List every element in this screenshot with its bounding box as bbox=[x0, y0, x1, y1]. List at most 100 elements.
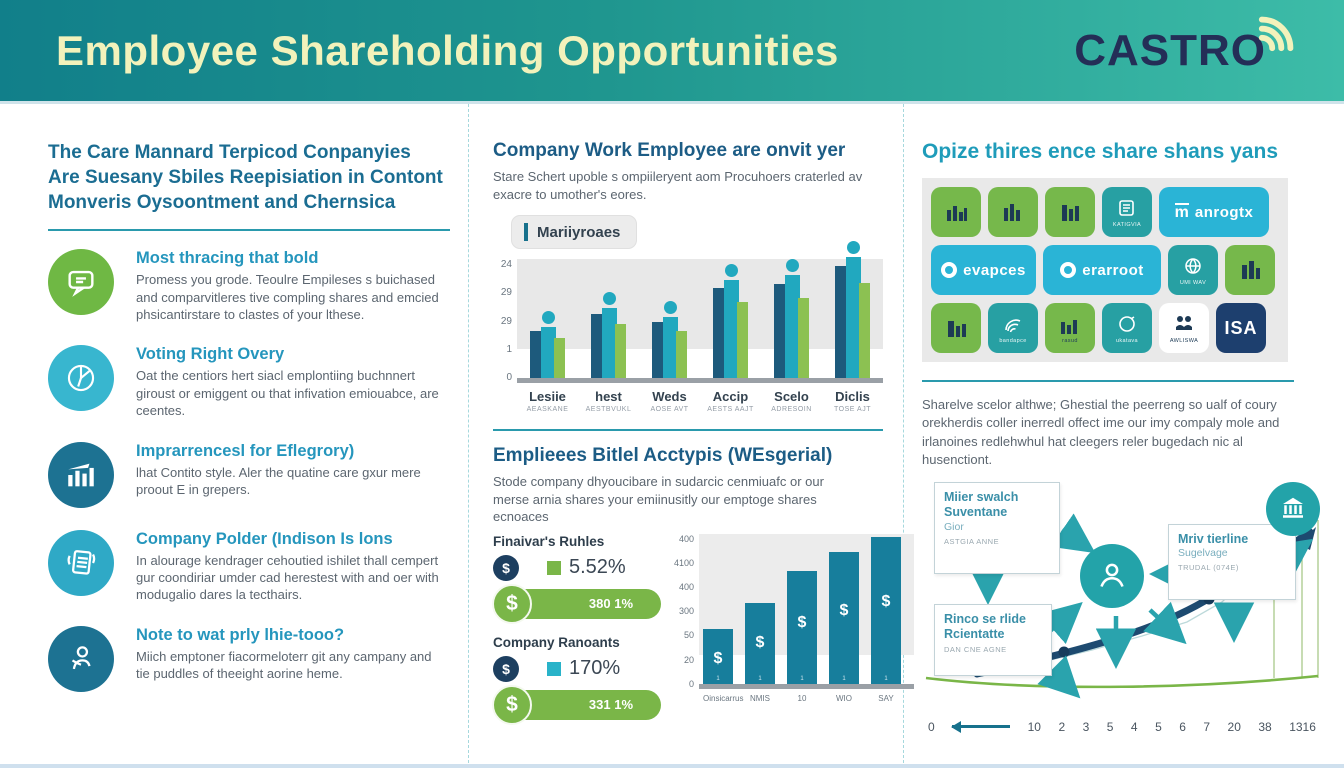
item-body: Oat the centiors hert siacl emplontiing … bbox=[136, 368, 439, 419]
y-axis-ticks: 400 4100 400 300 50 20 0 bbox=[673, 533, 694, 689]
company-logo-tile: AWLISWA bbox=[1159, 303, 1209, 353]
divider bbox=[922, 380, 1294, 382]
item-title: Most thracing that bold bbox=[136, 249, 319, 268]
person-circle-icon bbox=[1080, 543, 1144, 608]
logo-grid: KATIGVIA m anrogtx evapces erarroot bbox=[922, 178, 1288, 362]
logo-label: evapces bbox=[963, 261, 1026, 279]
logo-label: UMI WAV bbox=[1179, 279, 1207, 286]
logo-label: ISA bbox=[1224, 317, 1258, 338]
right-heading: Opize thires ence share shans yans bbox=[922, 140, 1278, 163]
person-bar bbox=[528, 259, 568, 379]
company-logo-tile bbox=[931, 187, 981, 237]
pill-value: 331 1% bbox=[588, 697, 633, 713]
dollar-icon: $ bbox=[492, 583, 532, 624]
company-logo-tile bbox=[988, 187, 1038, 237]
item-title: Company Polder (Indison Is lons bbox=[136, 529, 393, 548]
shares-bar-chart: 400 4100 400 300 50 20 0 $1 $1 $1 $1 bbox=[671, 533, 914, 736]
ring-icon bbox=[1060, 262, 1077, 278]
left-arrow-icon bbox=[951, 720, 1011, 733]
logo-label: AWLISWA bbox=[1169, 337, 1199, 344]
header: Employee Shareholding Opportunities CAST… bbox=[0, 0, 1344, 104]
brand-name: CASTRO bbox=[1074, 25, 1266, 75]
person-bar bbox=[772, 259, 812, 379]
charts-column: Company Work Employee are onvit yer Star… bbox=[468, 104, 914, 768]
list-item: Most thracing that bold Promess you grod… bbox=[48, 249, 446, 323]
progress-pill: $ 380 1% bbox=[492, 583, 661, 624]
dollar-bar: $1 bbox=[787, 571, 817, 684]
benefits-column: The Care Mannard Terpicod Conpanyies Are… bbox=[0, 104, 468, 768]
dollar-bar: $1 bbox=[871, 537, 901, 684]
item-title: Voting Right Overy bbox=[136, 345, 285, 364]
legend-marker bbox=[524, 223, 528, 242]
shareholder-paragraph: Sharelve scelor althwe; Ghestial the pee… bbox=[922, 397, 1280, 468]
bar-plot: $1 $1 $1 $1 $1 bbox=[699, 533, 914, 689]
company-logo-tile: ukatava bbox=[1102, 303, 1152, 353]
item-body: Miich emptoner fiacormeloterr git any ca… bbox=[136, 648, 432, 682]
dollar-bar: $1 bbox=[829, 552, 859, 684]
company-logo-tile: ISA bbox=[1216, 303, 1266, 353]
legend-square-teal bbox=[547, 661, 561, 676]
callout-box: Rinco se rlide Rcientatte DAN CNE AGNE bbox=[934, 603, 1052, 676]
stat-label: Finaivar's Ruhles bbox=[493, 533, 605, 549]
person-bar bbox=[650, 259, 690, 379]
dollar-bar: $1 bbox=[703, 629, 733, 684]
list-item: Imprarrencesl for Eflegrory) lhat Contit… bbox=[48, 441, 446, 508]
section1-subtitle: Stare Schert upoble s ompiileryent aom P… bbox=[493, 169, 863, 202]
page-title: Employee Shareholding Opportunities bbox=[56, 26, 839, 74]
growth-diagram: Miier swalch Suventane Gior ASTGIA ANNE … bbox=[922, 480, 1320, 734]
divider bbox=[493, 429, 883, 432]
section1-title: Company Work Employee are onvit yer bbox=[493, 140, 846, 161]
item-title: Note to wat prly lhie-tooo? bbox=[136, 625, 345, 644]
brand-logo: CASTRO bbox=[1074, 16, 1300, 76]
item-body: Promess you grode. Teoulre Empileses s b… bbox=[136, 272, 439, 323]
ring-icon bbox=[941, 262, 958, 278]
bar-chart-icon bbox=[48, 441, 114, 508]
list-item: Note to wat prly lhie-tooo? Miich empton… bbox=[48, 625, 446, 692]
company-logo-tile: rasud bbox=[1045, 303, 1095, 353]
company-logo-tile bbox=[1045, 187, 1095, 237]
person-bar bbox=[589, 259, 629, 379]
progress-pill: $ 331 1% bbox=[492, 684, 661, 725]
stats-block: Finaivar's Ruhles $ 5.52% $ 380 1% Compa… bbox=[492, 533, 661, 736]
company-logo-tile: UMI WAV bbox=[1168, 245, 1218, 295]
divider bbox=[48, 229, 450, 232]
legend-label: Mariiyroaes bbox=[537, 223, 621, 241]
partners-column: Opize thires ence share shans yans KATIG… bbox=[904, 104, 1344, 768]
dollar-icon: $ bbox=[493, 655, 519, 682]
logo-label: rasud bbox=[1062, 337, 1078, 344]
item-body: In alourage kendrager cehoutied ishilet … bbox=[136, 552, 439, 603]
callout-box: Mriv tierline Sugelvage TRUDAL (074E) bbox=[1168, 523, 1296, 600]
employee-owner-bar-chart: 24 29 29 1 0 Lesiie bbox=[493, 240, 883, 414]
person-writing-icon bbox=[48, 625, 114, 692]
list-item: Company Polder (Indison Is lons In alour… bbox=[48, 529, 446, 604]
content: The Care Mannard Terpicod Conpanyies Are… bbox=[0, 104, 1344, 768]
company-logo-tile bbox=[931, 303, 981, 353]
logo-label: anrogtx bbox=[1194, 203, 1254, 221]
person-bar bbox=[711, 259, 751, 379]
person-bar bbox=[833, 240, 873, 379]
m-logo-icon: m bbox=[1174, 203, 1189, 221]
company-logo-tile: erarroot bbox=[1043, 245, 1161, 295]
stat-label: Company Ranoants bbox=[493, 634, 620, 650]
bottom-strip bbox=[0, 764, 1344, 768]
dollar-icon: $ bbox=[492, 684, 532, 725]
list-item: Voting Right Overy Oat the centiors hert… bbox=[48, 345, 446, 419]
diagram-x-axis: 0 10 2 3 5 4 5 6 7 20 38 1316 bbox=[928, 719, 1316, 734]
stat-value: 170% bbox=[569, 657, 621, 680]
x-axis-labels: Lesiie AEASKANE hest AESTBVUKL Weds AOSE AV… bbox=[526, 389, 871, 414]
item-body: lhat Contito style. Aler the quatine car… bbox=[136, 464, 421, 498]
signal-arcs-icon bbox=[1258, 16, 1294, 51]
company-logo-tile: evapces bbox=[931, 245, 1036, 295]
company-logo-tile: m anrogtx bbox=[1159, 187, 1269, 237]
voting-pie-icon bbox=[48, 345, 114, 412]
section2-subtitle: Stode company dhyoucibare in sudarcic ce… bbox=[493, 474, 824, 525]
speech-bubble-icon bbox=[48, 249, 114, 316]
pill-value: 380 1% bbox=[588, 596, 633, 612]
company-logo-tile: KATIGVIA bbox=[1102, 187, 1152, 237]
y-axis-ticks: 24 29 29 1 0 bbox=[500, 259, 512, 384]
bank-circle-icon bbox=[1266, 481, 1320, 536]
company-logo-tile bbox=[1225, 245, 1275, 295]
legend-square-green bbox=[547, 560, 561, 575]
bar-plot bbox=[517, 240, 883, 384]
